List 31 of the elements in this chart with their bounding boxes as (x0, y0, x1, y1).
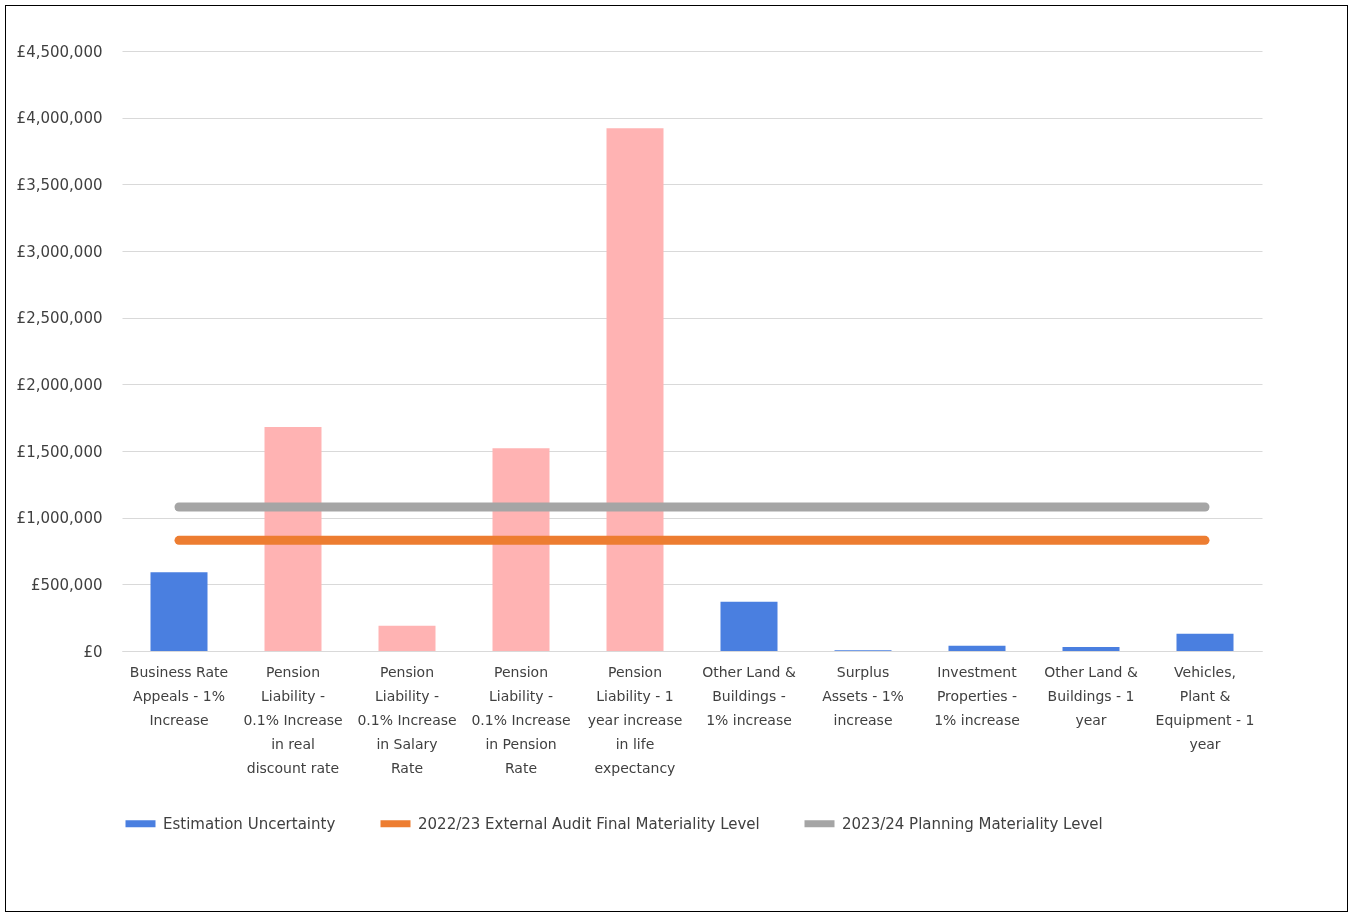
y-tick-label: £4,500,000 (16, 42, 103, 61)
y-tick-label: £500,000 (30, 575, 103, 594)
x-tick-label: Surplus Assets - 1% increase (822, 663, 904, 728)
x-tick-label: Other Land & Buildings - 1% increase (702, 663, 796, 728)
legend-label: 2023/24 Planning Materiality Level (842, 814, 1103, 833)
legend-label: Estimation Uncertainty (163, 814, 336, 833)
bar (264, 427, 322, 651)
x-tick-label: Business Rate Appeals - 1% Increase (129, 663, 229, 728)
y-tick-label: £2,500,000 (16, 309, 103, 328)
x-tick-label: Pension Liability - 0.1% Increase in Pension Rate (471, 663, 571, 776)
y-tick-label: £4,000,000 (16, 109, 103, 128)
y-tick-label: £3,500,000 (16, 175, 103, 194)
y-tick-label: £1,500,000 (16, 442, 103, 461)
y-tick-label: £3,000,000 (16, 242, 103, 261)
x-tick-label: Other Land & Buildings - 1 year (1044, 663, 1138, 728)
legend-label: 2022/23 External Audit Final Materiality Level (418, 814, 760, 833)
bar (720, 601, 778, 651)
y-tick-label: £2,000,000 (16, 375, 103, 394)
bar (1062, 647, 1120, 651)
bar (606, 128, 664, 651)
x-tick-label: Pension Liability - 1 year increase in life expectancy (587, 663, 683, 776)
bar (150, 572, 208, 651)
bar (1176, 633, 1234, 651)
y-tick-label: £0 (83, 642, 103, 661)
x-tick-label: Vehicles, Plant & Equipment - 1 year (1155, 663, 1255, 752)
x-tick-label: Investment Properties - 1% increase (934, 663, 1020, 728)
y-tick-label: £1,000,000 (16, 509, 103, 528)
bar (378, 625, 436, 651)
bar (948, 645, 1006, 651)
x-tick-label: Pension Liability - 0.1% Increase in real discount rate (243, 663, 343, 776)
x-tick-label: Pension Liability - 0.1% Increase in Salary Rate (357, 663, 457, 776)
